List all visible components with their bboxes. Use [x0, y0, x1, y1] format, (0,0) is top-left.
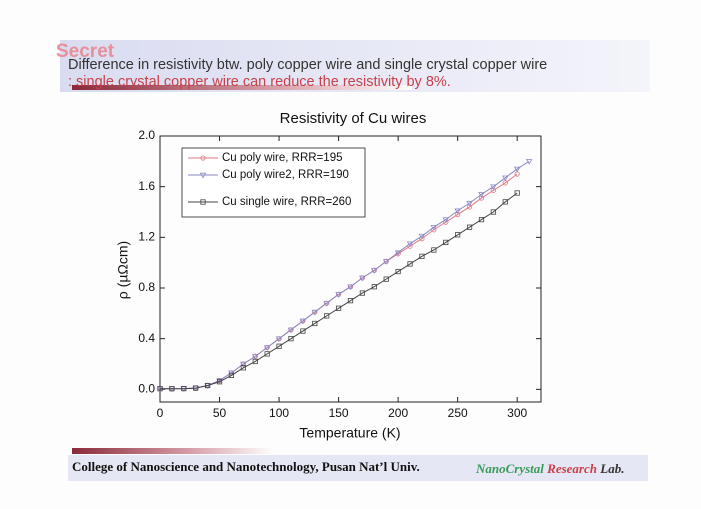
x-tick-label: 100 [269, 406, 289, 420]
marker [347, 284, 354, 291]
marker [513, 166, 521, 173]
marker [251, 354, 259, 360]
marker [442, 217, 450, 223]
y-tick-label: 0.8 [138, 280, 155, 294]
marker [371, 284, 377, 290]
y-tick-label: 0.0 [138, 382, 155, 396]
marker [407, 261, 413, 267]
y-tick-label: 1.6 [138, 179, 155, 193]
legend-marker [200, 199, 206, 205]
y-tick-label: 0.4 [138, 331, 155, 345]
legend-marker [199, 172, 207, 179]
marker [300, 328, 306, 334]
marker [478, 192, 485, 198]
marker [455, 232, 461, 238]
marker [205, 382, 211, 389]
marker [395, 268, 401, 275]
marker [311, 309, 319, 316]
lab-word: Research [546, 461, 597, 476]
marker [418, 233, 426, 240]
chart-title: Resistivity of Cu wires [280, 110, 427, 127]
marker [299, 318, 307, 325]
marker [394, 250, 402, 256]
marker [324, 313, 330, 319]
marker [454, 208, 461, 215]
footer-lab: NanoCrystal Research Lab. [475, 461, 624, 476]
marker [252, 358, 258, 365]
marker [288, 336, 294, 342]
footer-bg [68, 455, 648, 481]
y-tick-label: 1.2 [138, 230, 155, 244]
marker [490, 209, 496, 215]
marker [371, 268, 378, 274]
lab-word: NanoCrystal [475, 461, 544, 476]
marker [240, 361, 247, 368]
marker [347, 298, 354, 304]
x-axis-label: Temperature (K) [299, 425, 400, 441]
plot-frame [159, 135, 542, 403]
header-line: Difference in resistivity btw. poly copp… [68, 57, 547, 73]
x-tick-label: 250 [448, 406, 468, 420]
marker [335, 292, 342, 298]
y-axis-label: ρ (µΩcm) [115, 241, 131, 299]
marker [455, 211, 461, 218]
x-tick-label: 0 [157, 406, 164, 420]
legend-label: Cu single wire, RRR=260 [222, 196, 351, 208]
lab-word: Lab. [599, 461, 624, 476]
marker [169, 386, 175, 392]
marker [382, 259, 390, 265]
marker [466, 204, 473, 210]
y-tick-label: 2.0 [138, 128, 155, 142]
marker [275, 336, 283, 343]
marker [181, 385, 187, 392]
marker [430, 225, 438, 231]
marker [490, 184, 497, 191]
marker [501, 175, 509, 182]
stamp: Secret [56, 41, 115, 62]
marker [157, 386, 163, 392]
legend-marker [200, 155, 206, 161]
marker [514, 190, 520, 196]
marker [287, 327, 295, 334]
footer-college: College of Nanoscience and Nanotechnolog… [72, 459, 420, 474]
marker [490, 187, 496, 194]
x-tick-label: 150 [329, 406, 349, 420]
marker [228, 372, 235, 379]
header-line: : single crystal copper wire can reduce … [68, 74, 451, 90]
footer-band [72, 448, 272, 454]
marker [443, 239, 449, 245]
legend-box [181, 147, 366, 218]
marker [431, 247, 437, 253]
x-tick-label: 200 [388, 406, 408, 420]
marker [276, 343, 282, 349]
marker [383, 276, 389, 282]
marker [525, 159, 533, 165]
legend-label: Cu poly wire, RRR=195 [222, 152, 342, 164]
x-tick-label: 300 [507, 406, 527, 420]
marker [466, 200, 473, 207]
header-band [60, 40, 650, 92]
marker [478, 195, 485, 201]
marker [478, 216, 485, 223]
marker [466, 224, 473, 230]
marker [216, 379, 223, 385]
marker [406, 241, 414, 248]
marker [359, 275, 366, 282]
marker [335, 305, 342, 311]
x-tick-label: 50 [213, 406, 227, 420]
marker [359, 290, 366, 296]
legend-label: Cu poly wire2, RRR=190 [222, 169, 349, 181]
header-underline [72, 85, 412, 90]
marker [263, 345, 271, 351]
marker [323, 301, 330, 307]
marker [264, 351, 270, 357]
marker [502, 199, 508, 205]
marker [240, 365, 246, 371]
marker [419, 253, 425, 259]
series-line [160, 192, 518, 390]
marker [193, 385, 199, 391]
marker [312, 320, 318, 327]
